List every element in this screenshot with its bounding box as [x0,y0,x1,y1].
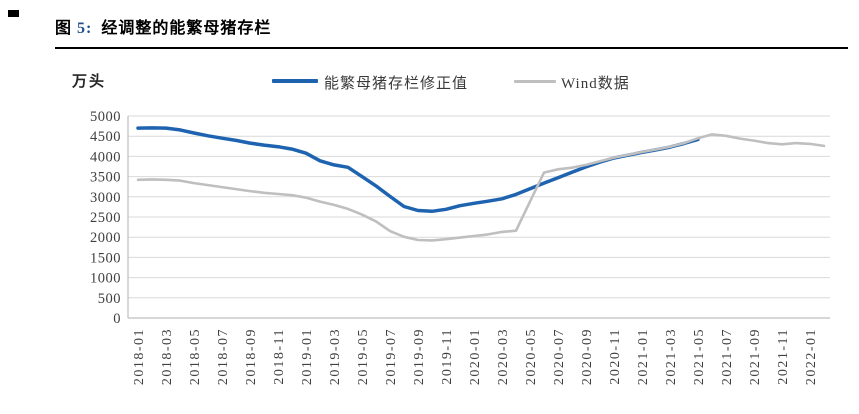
y-tick-label: 1500 [90,250,121,266]
figure-title: 图 5: 经调整的能繁母猪存栏 [55,14,271,38]
x-tick-label: 2020-01 [468,328,483,385]
line-chart: 0 500 1000 1500 2000 2500 3000 3500 4000 4500 5000… [90,109,830,385]
y-axis-unit-label: 万头 [72,74,107,90]
x-tick-label: 2021-11 [776,328,791,385]
y-tick-label: 0 [113,311,121,327]
x-tick-label: 2018-05 [188,328,203,385]
y-tick-label: 2500 [90,210,121,226]
title-underline [55,47,848,49]
x-tick-label: 2020-03 [496,328,511,385]
x-tick-label: 2022-01 [804,328,819,385]
x-tick-label: 2020-05 [524,328,539,385]
x-tick-label: 2018-07 [216,328,231,385]
x-tick-label: 2021-05 [692,328,707,385]
x-tick-label: 2021-01 [636,328,651,385]
y-tick-label: 3000 [90,190,121,206]
x-tick-label: 2021-07 [720,328,735,385]
y-tick-label: 4500 [90,129,121,145]
x-tick-label: 2021-09 [748,328,763,385]
y-tick-label: 1000 [90,271,121,287]
legend-label-corrected: 能繁母猪存栏修正值 [324,76,469,92]
y-tick-label: 5000 [90,109,121,125]
x-tick-label: 2019-09 [412,328,427,385]
figure-word: 图 [55,20,73,37]
x-tick-label: 2019-01 [300,328,315,385]
y-tick-label: 4000 [90,149,121,165]
x-tick-label: 2019-05 [356,328,371,385]
x-tick-label: 2020-09 [580,328,595,385]
x-tick-label: 2018-03 [160,328,175,385]
x-tick-label: 2019-03 [328,328,343,385]
x-tick-label: 2021-03 [664,328,679,385]
series-line-corrected [136,126,700,214]
x-tick-label: 2018-11 [272,328,287,385]
figure-title-text: 经调整的能繁母猪存栏 [101,20,272,37]
series-line-wind [136,133,826,242]
x-tick-label: 2018-09 [244,328,259,385]
legend-line-swatch-wind [514,80,556,83]
y-tick-label: 500 [98,291,121,307]
x-tick-label: 2020-11 [608,328,623,385]
x-tick-label: 2019-11 [440,328,455,385]
legend-label-wind: Wind数据 [561,76,630,92]
x-tick-label: 2018-01 [132,328,147,385]
legend-line-swatch-corrected [272,79,318,83]
x-tick-label: 2019-07 [384,328,399,385]
y-tick-label: 2000 [90,230,121,246]
figure-number: 5: [77,20,93,37]
x-tick-label: 2020-07 [552,328,567,385]
section-marker [8,10,19,17]
y-tick-label: 3500 [90,170,121,186]
